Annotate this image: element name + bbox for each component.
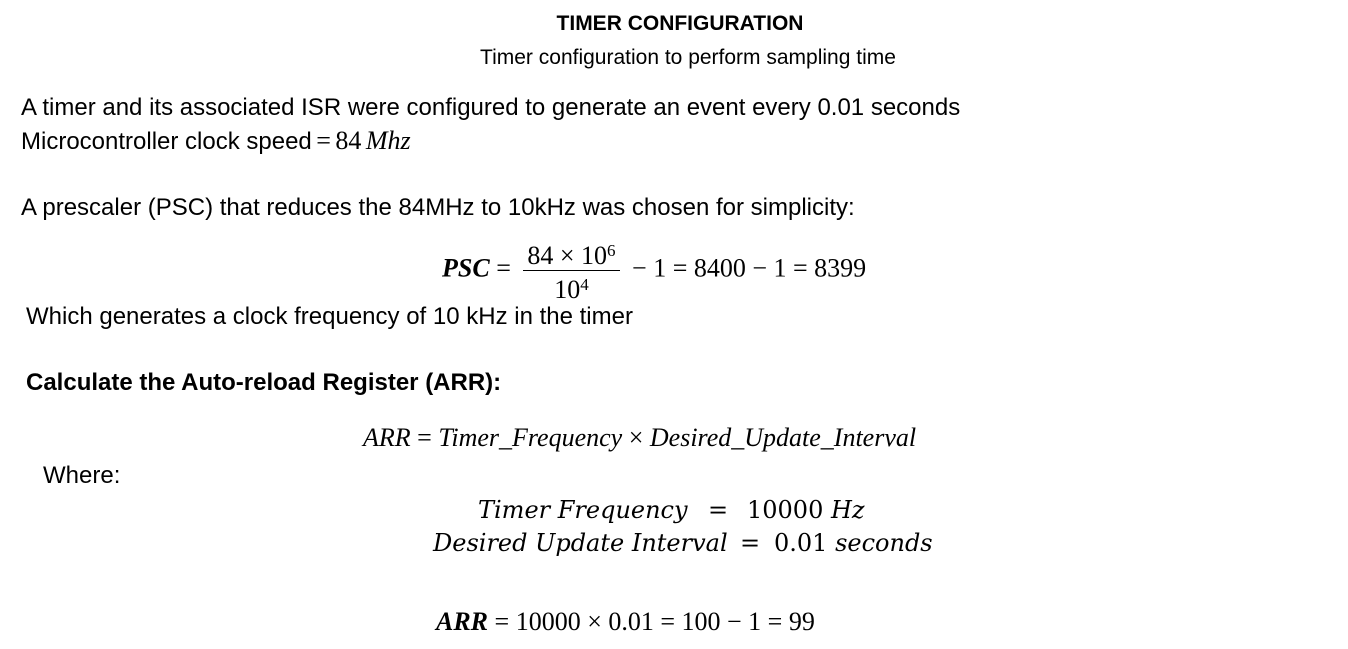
psc-result: − 1 = 8400 − 1 = 8399 bbox=[632, 253, 867, 283]
clock-speed-unit: Mhz bbox=[365, 126, 411, 155]
page-title: TIMER CONFIGURATION bbox=[556, 12, 804, 35]
psc-denominator: 104 bbox=[554, 275, 589, 304]
where-row-update-interval: Desired Update Interval bbox=[433, 529, 728, 557]
arr-result: ARR = 10000 × 0.01 = 100 − 1 = 99 bbox=[436, 607, 815, 637]
arr-formula-term1: Timer_Frequency bbox=[438, 423, 623, 452]
arr-result-lhs: ARR bbox=[436, 607, 489, 636]
page-subtitle: Timer configuration to perform sampling … bbox=[480, 46, 896, 69]
psc-eq: = bbox=[496, 253, 511, 283]
where-label: Where: bbox=[43, 462, 121, 489]
psc-equation: PSC = 84 × 106 104 − 1 = 8400 − 1 = 8399 bbox=[442, 238, 866, 303]
clock-speed-value: 84 bbox=[335, 126, 362, 155]
where-row-name: Timer Frequency bbox=[478, 496, 688, 524]
clock-note: Which generates a clock frequency of 10 … bbox=[26, 303, 633, 330]
where-row-value: 0.01 bbox=[774, 529, 828, 557]
psc-lhs: PSC bbox=[442, 253, 490, 283]
intro-line-2: Microcontroller clock speed = 84 Mhz bbox=[21, 126, 411, 156]
where-row-unit: Hz bbox=[831, 496, 865, 524]
clock-speed-eq: = bbox=[316, 126, 331, 155]
where-row-name: Desired Update Interval bbox=[433, 529, 728, 557]
where-row-timer-frequency: Timer Frequency bbox=[478, 496, 688, 524]
where-row-value: 10000 bbox=[747, 496, 824, 524]
intro-line-1: A timer and its associated ISR were conf… bbox=[21, 94, 961, 121]
arr-result-value: = 10000 × 0.01 = 100 − 1 = 99 bbox=[494, 607, 815, 636]
prescaler-text: A prescaler (PSC) that reduces the 84MHz… bbox=[21, 194, 855, 221]
arr-heading: Calculate the Auto-reload Register (ARR)… bbox=[26, 369, 502, 396]
arr-formula-term2: Desired_Update_Interval bbox=[649, 423, 917, 452]
psc-numerator: 84 × 106 bbox=[523, 238, 620, 271]
arr-formula-lhs: ARR bbox=[363, 423, 411, 452]
psc-fraction: 84 × 106 104 bbox=[523, 238, 620, 304]
clock-speed-label: Microcontroller clock speed bbox=[21, 128, 312, 155]
where-row-unit: seconds bbox=[835, 529, 933, 557]
arr-formula: ARR = Timer_Frequency × Desired_Update_I… bbox=[363, 423, 917, 452]
